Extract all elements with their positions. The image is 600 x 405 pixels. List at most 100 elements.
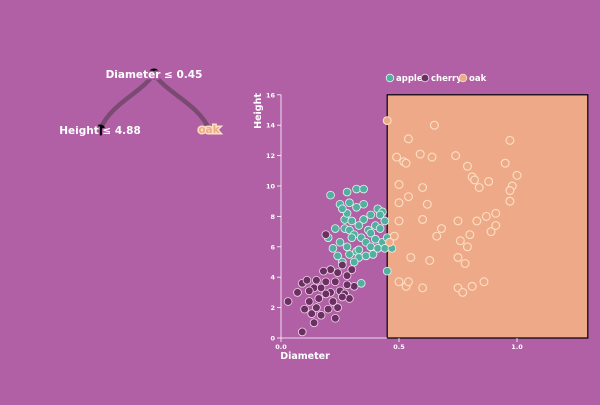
oak-point (455, 236, 465, 246)
apple-point (375, 224, 385, 233)
tree-root-label: Diameter ≤ 0.45 (106, 69, 203, 81)
oak-point (458, 287, 468, 297)
cherry-point (305, 297, 314, 306)
legend-swatch-cherry (420, 73, 430, 83)
cherry-point (312, 303, 321, 312)
chart-legend: apple cherry oak (385, 73, 487, 84)
y-tick-label: 6 (270, 243, 275, 251)
y-axis-title: Height (253, 93, 264, 129)
oak-point (474, 183, 484, 192)
oak-point (491, 221, 501, 230)
apple-point (359, 199, 368, 209)
apple-point (356, 278, 366, 288)
apple-point (342, 242, 352, 252)
oak-point (385, 237, 395, 247)
oak-point (415, 149, 425, 159)
y-tick-label: 8 (270, 213, 275, 221)
cherry-point (342, 280, 352, 290)
y-tick-label: 0 (270, 335, 275, 343)
oak-point (460, 259, 470, 268)
oak-point (505, 186, 515, 196)
oak-point (394, 180, 404, 189)
oak-point (500, 158, 510, 168)
decision-tree: Diameter ≤ 0.45 Height ≤ 4.88 oak (58, 68, 222, 139)
legend-label-oak: oak (469, 74, 487, 84)
oak-point (392, 152, 402, 162)
legend-swatch-apple (385, 73, 395, 83)
x-axis-ticks: 0.0 0.5 1.0 (275, 338, 523, 351)
y-tick-label: 14 (266, 122, 276, 130)
cherry-point (300, 304, 309, 314)
oak-point (394, 198, 404, 208)
apple-point (382, 266, 392, 276)
cherry-point (333, 268, 342, 277)
tree-root-node[interactable] (148, 68, 160, 80)
oak-point (394, 277, 404, 287)
oak-point (505, 135, 515, 145)
cherry-point (312, 275, 321, 285)
y-tick-label: 2 (270, 304, 275, 312)
oak-point (472, 216, 482, 226)
cherry-point (326, 265, 335, 274)
oak-point (418, 183, 428, 192)
cherry-point (338, 260, 347, 270)
oak-point (418, 283, 428, 293)
cherry-point (305, 286, 314, 296)
apple-point (359, 184, 368, 194)
apple-point (359, 215, 368, 224)
apple-point (366, 210, 375, 220)
oak-point (491, 208, 501, 218)
cherry-point (321, 230, 331, 239)
oak-point (437, 224, 446, 234)
apple-point (335, 237, 345, 247)
scatter-plot: 0 2 4 6 8 10 12 14 16 0.0 0.5 1.0 Diameter Height (253, 91, 589, 362)
x-axis-title: Diameter (280, 351, 330, 362)
oak-point (406, 252, 416, 262)
oak-point (403, 192, 413, 202)
oak-point (462, 242, 472, 252)
cherry-point (342, 271, 352, 280)
oak-point (403, 277, 413, 287)
legend-swatch-oak (458, 73, 468, 83)
oak-point (382, 116, 392, 126)
oak-point (481, 211, 491, 221)
oak-point (484, 176, 494, 186)
y-axis-ticks: 0 2 4 6 8 10 12 14 16 (266, 91, 281, 343)
apple-point (347, 233, 357, 242)
oak-point (389, 231, 399, 241)
apple-point (326, 190, 335, 200)
cherry-point (316, 310, 326, 320)
oak-point (418, 214, 428, 224)
cherry-point (330, 313, 340, 323)
cherry-point (321, 289, 331, 299)
apple-point (368, 250, 378, 259)
apple-point (328, 244, 338, 253)
apple-point (352, 184, 361, 194)
cherry-point (333, 303, 342, 312)
y-tick-label: 12 (266, 152, 275, 160)
oak-point (429, 120, 439, 130)
oak-point (422, 199, 432, 209)
oak-point (403, 134, 413, 144)
oak-point (432, 231, 442, 241)
cherry-point (321, 277, 331, 287)
tree-leaf-oak-label[interactable]: oak (197, 123, 222, 138)
apple-point (380, 216, 390, 226)
oak-point (467, 281, 477, 291)
apple-point (361, 251, 371, 261)
cherry-point (319, 266, 328, 276)
apple-point (345, 250, 354, 259)
tree-left-node[interactable] (94, 124, 106, 136)
apple-point (354, 245, 364, 255)
cherry-point (328, 297, 338, 306)
apple-point (349, 257, 359, 267)
apple-point (366, 242, 375, 252)
cherry-point (293, 288, 302, 297)
cherry-point (307, 309, 316, 318)
x-tick-label: 1.0 (511, 343, 523, 351)
cherry-point (323, 304, 333, 314)
tree-left-label: Height ≤ 4.88 (59, 125, 141, 137)
y-tick-label: 4 (270, 274, 275, 282)
apple-point (371, 234, 380, 244)
